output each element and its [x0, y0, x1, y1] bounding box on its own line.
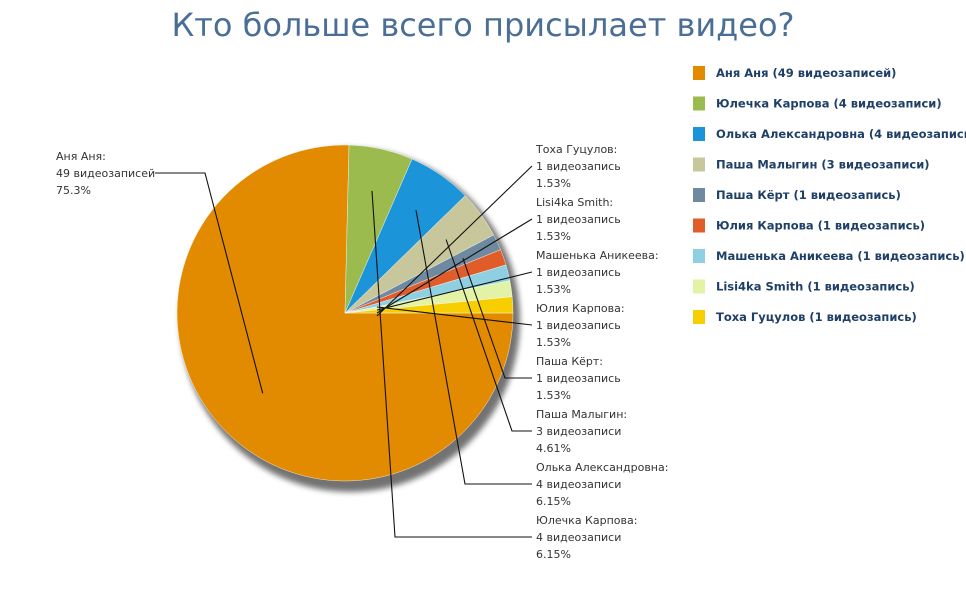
slice-label-percent: 6.15%: [536, 548, 571, 561]
slice-label-name: Аня Аня:: [56, 150, 106, 163]
slice-label-count: 1 видеозапись: [536, 213, 621, 226]
leader-line: [376, 165, 533, 317]
legend-entry: Паша Кёрт (1 видеозапись): [716, 188, 901, 202]
slice-label-percent: 1.53%: [536, 389, 571, 402]
slice-label-percent: 1.53%: [536, 336, 571, 349]
legend-swatch: [693, 218, 705, 233]
slice-label-percent: 1.53%: [536, 177, 571, 190]
chart-title: Кто больше всего присылает видео?: [171, 6, 794, 44]
legend-swatch: [693, 157, 705, 172]
legend-entry: Тоха Гуцулов (1 видеозапись): [716, 310, 917, 324]
slice-label-name: Тоха Гуцулов:: [535, 143, 617, 156]
slice-label-count: 4 видеозаписи: [536, 478, 621, 491]
legend-swatch: [693, 66, 705, 80]
slice-label-count: 1 видеозапись: [536, 372, 621, 385]
legend-entry: Олька Александровна (4 видеозаписи): [716, 127, 966, 141]
slice-label-name: Машенька Аникеева:: [536, 249, 659, 262]
leader-line: [371, 190, 532, 538]
slice-label-name: Паша Малыгин:: [536, 408, 627, 421]
legend-swatch: [693, 279, 705, 294]
slice-label-count: 3 видеозаписи: [536, 425, 621, 438]
leader-line: [445, 239, 532, 432]
slice-label-percent: 75.3%: [56, 184, 91, 197]
slice-label-count: 1 видеозапись: [536, 160, 621, 173]
slice-label-name: Юлечка Карпова:: [536, 514, 637, 527]
legend: Аня Аня (49 видеозаписей) Юлечка Карпова …: [693, 66, 966, 324]
leader-line: [376, 218, 533, 314]
legend-swatch: [693, 249, 705, 263]
legend-entry: Юлия Карпова (1 видеозапись): [716, 219, 925, 233]
legend-entry: Машенька Аникеева (1 видеозапись): [716, 249, 965, 263]
slice-label-percent: 1.53%: [536, 230, 571, 243]
legend-swatch: [693, 188, 705, 202]
slice-label-count: 1 видеозапись: [536, 319, 621, 332]
leader-line: [376, 271, 533, 311]
pie-slice: [344, 296, 514, 314]
leader-lines: [155, 165, 533, 538]
legend-swatch: [693, 310, 705, 324]
slice-label-percent: 1.53%: [536, 283, 571, 296]
slice-labels: Аня Аня: 49 видеозаписей 75.3% Юлечка Карпо…: [56, 143, 668, 561]
legend-entry: Lisi4ka Smith (1 видеозапись): [716, 280, 915, 294]
pie-slice: [176, 144, 514, 482]
slice-label-percent: 6.15%: [536, 495, 571, 508]
slice-label-count: 1 видеозапись: [536, 266, 621, 279]
leader-line: [376, 306, 533, 326]
slice-label-name: Олька Александровна:: [536, 461, 668, 474]
leader-line: [155, 172, 264, 394]
slice-label-count: 49 видеозаписей: [56, 167, 155, 180]
slice-label-name: Юлия Карпова:: [536, 302, 625, 315]
legend-entry: Аня Аня (49 видеозаписей): [716, 66, 896, 80]
slice-label-name: Паша Кёрт:: [536, 355, 603, 368]
legend-swatch: [693, 96, 705, 111]
slice-label-percent: 4.61%: [536, 442, 571, 455]
legend-entry: Юлечка Карпова (4 видеозаписи): [716, 97, 942, 111]
pie-slices: [176, 144, 514, 482]
slice-label-name: Lisi4ka Smith:: [536, 196, 613, 209]
leader-line: [415, 210, 532, 485]
leader-line: [462, 258, 532, 379]
legend-swatch: [693, 127, 705, 141]
slice-label-count: 4 видеозаписи: [536, 531, 621, 544]
legend-entry: Паша Малыгин (3 видеозаписи): [716, 158, 930, 172]
